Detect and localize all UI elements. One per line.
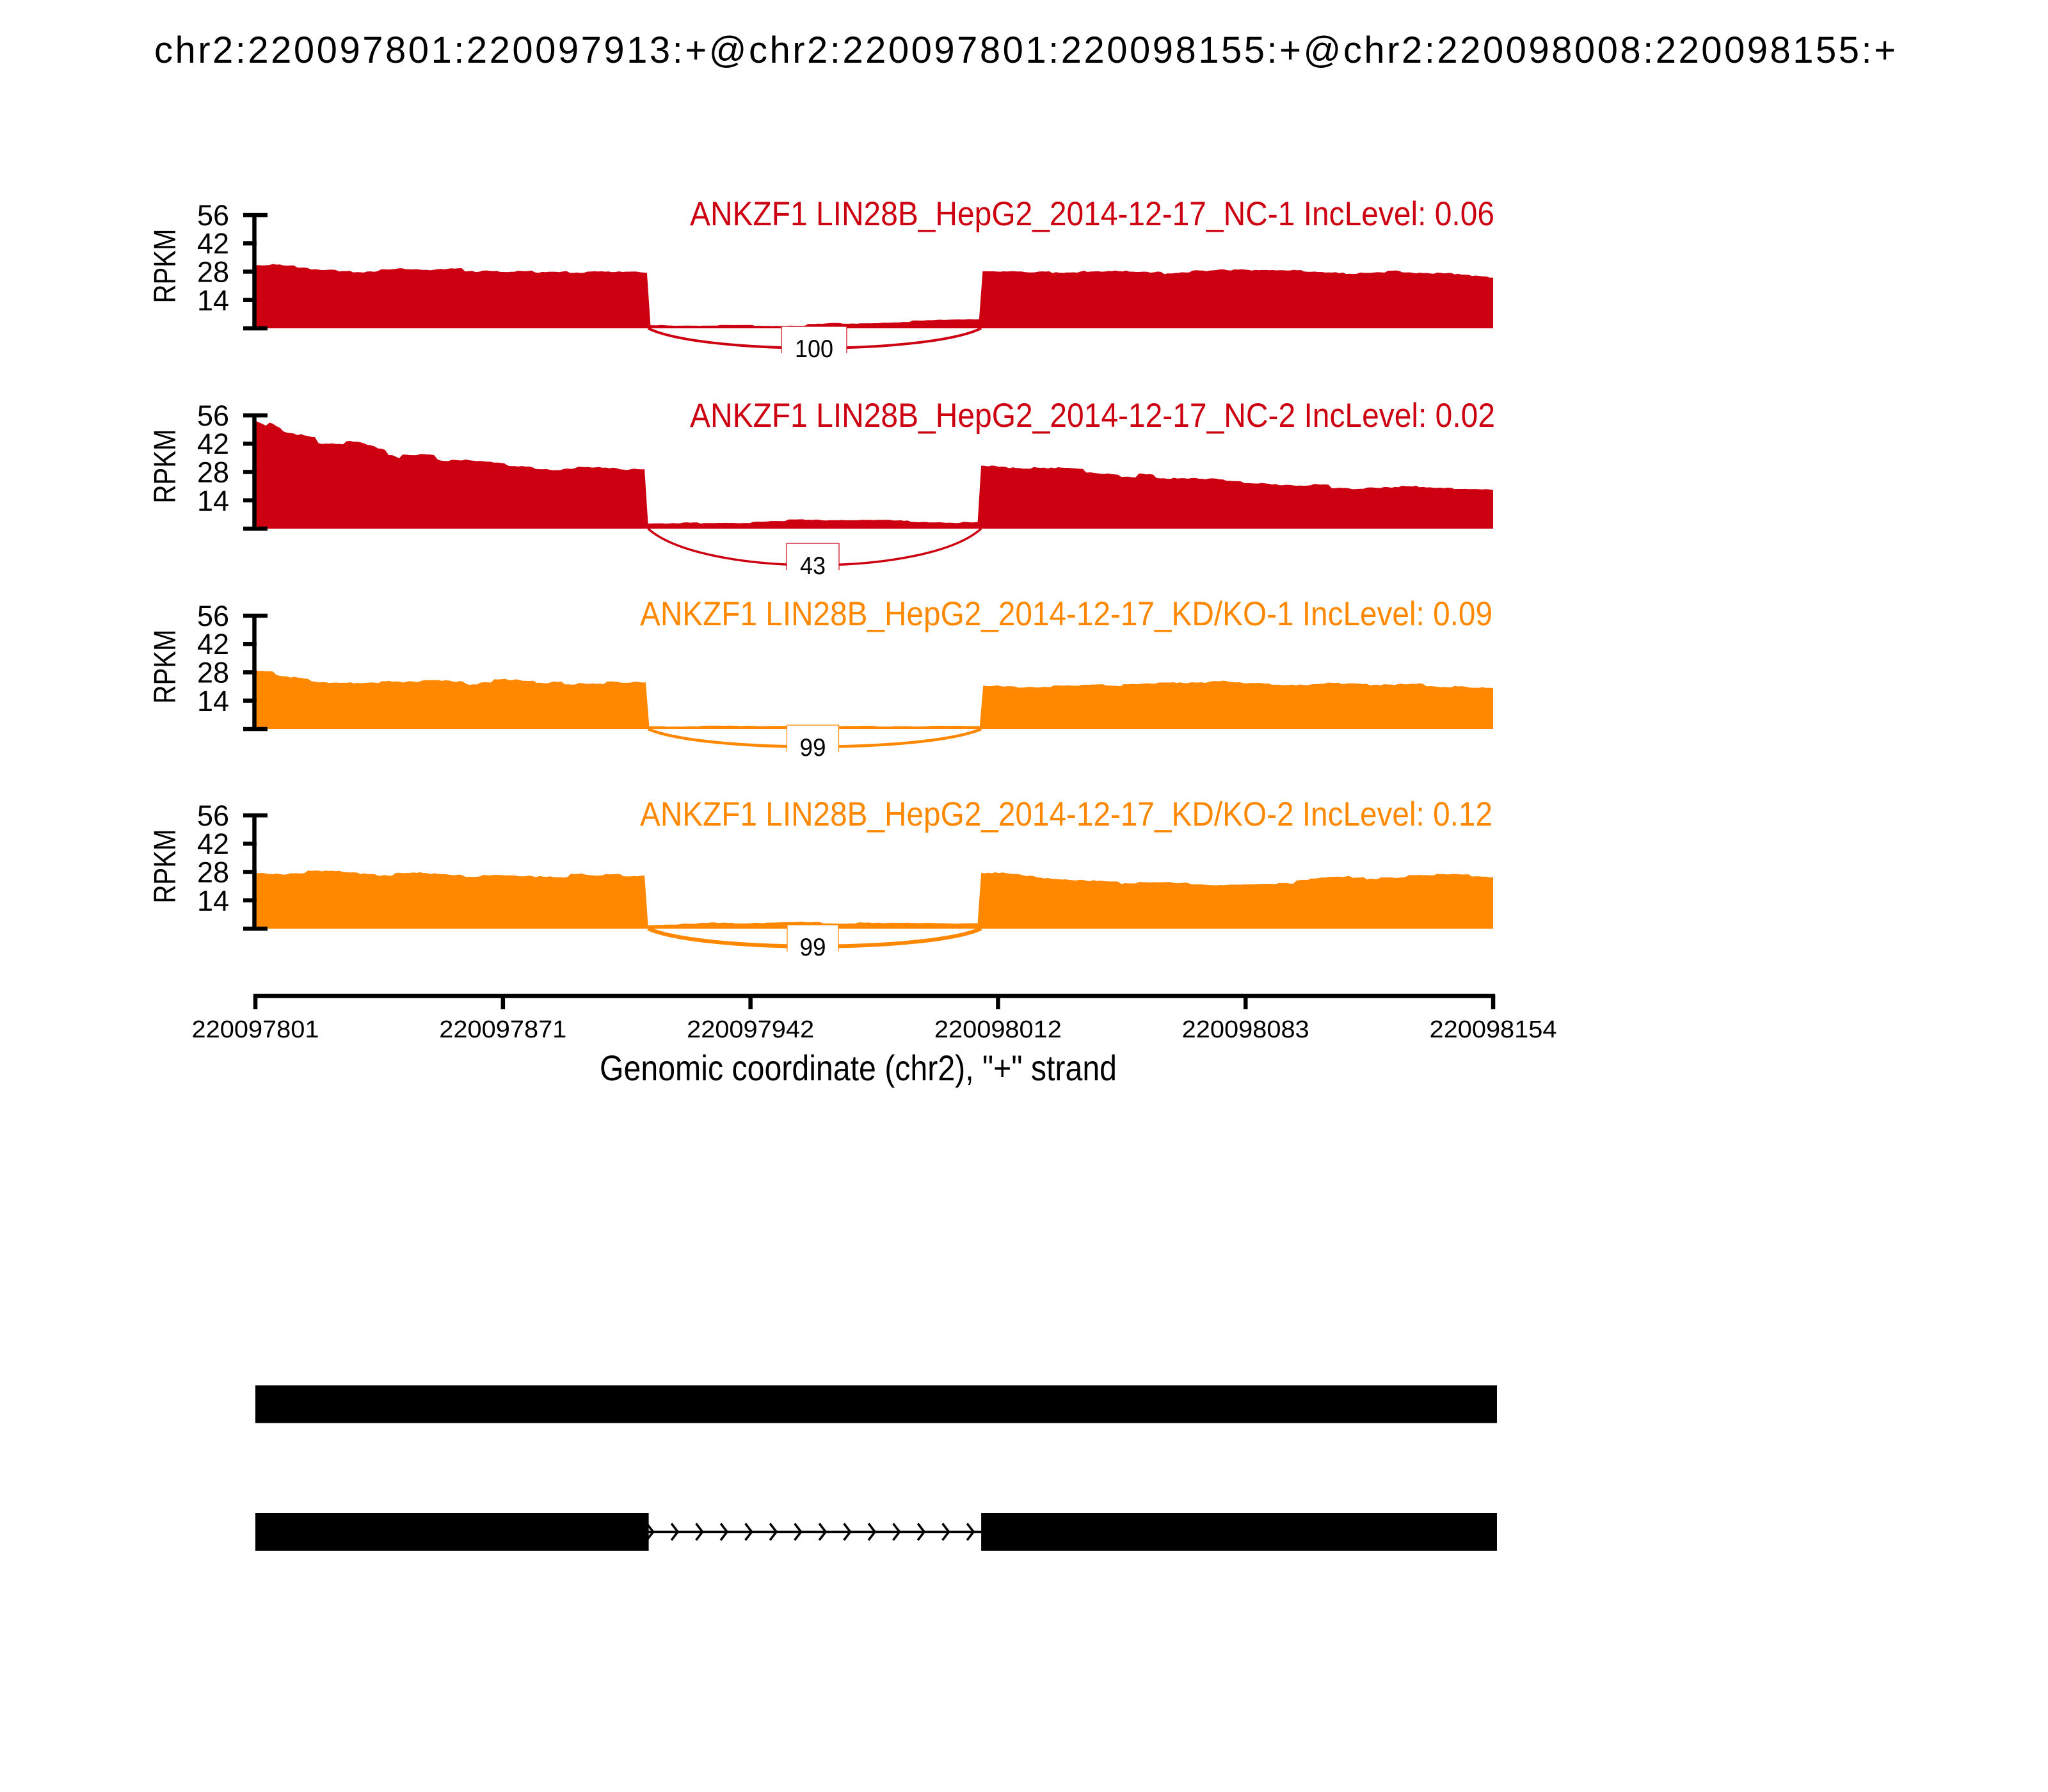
svg-text:42: 42	[197, 828, 229, 860]
svg-text:43: 43	[800, 552, 826, 580]
svg-text:RPKM: RPKM	[148, 630, 182, 704]
svg-text:220098154: 220098154	[1430, 1016, 1557, 1043]
svg-text:14: 14	[197, 484, 229, 517]
svg-text:220097871: 220097871	[439, 1016, 566, 1043]
svg-text:42: 42	[197, 628, 229, 660]
svg-text:99: 99	[800, 734, 826, 762]
svg-text:28: 28	[197, 456, 229, 489]
svg-text:ANKZF1 LIN28B_HepG2_2014-12-17: ANKZF1 LIN28B_HepG2_2014-12-17_KD/KO-2 I…	[640, 796, 1492, 833]
svg-text:56: 56	[197, 799, 229, 832]
svg-text:28: 28	[197, 856, 229, 889]
svg-text:56: 56	[197, 600, 229, 632]
svg-text:220097801: 220097801	[192, 1016, 319, 1043]
svg-text:99: 99	[800, 934, 826, 961]
svg-text:RPKM: RPKM	[148, 829, 182, 904]
svg-text:220098012: 220098012	[934, 1016, 1062, 1043]
svg-text:56: 56	[197, 199, 229, 232]
svg-text:220098083: 220098083	[1182, 1016, 1309, 1043]
svg-text:ANKZF1 LIN28B_HepG2_2014-12-17: ANKZF1 LIN28B_HepG2_2014-12-17_KD/KO-1 I…	[640, 595, 1492, 633]
svg-text:14: 14	[197, 884, 229, 917]
svg-text:ANKZF1 LIN28B_HepG2_2014-12-17: ANKZF1 LIN28B_HepG2_2014-12-17_NC-2 IncL…	[690, 397, 1495, 435]
svg-text:RPKM: RPKM	[148, 229, 182, 303]
svg-text:RPKM: RPKM	[148, 429, 182, 504]
svg-text:ANKZF1 LIN28B_HepG2_2014-12-17: ANKZF1 LIN28B_HepG2_2014-12-17_NC-1 IncL…	[690, 195, 1494, 233]
svg-text:42: 42	[197, 227, 229, 260]
svg-text:chr2:220097801:220097913:+@chr: chr2:220097801:220097913:+@chr2:22009780…	[154, 29, 1896, 71]
svg-text:42: 42	[197, 428, 229, 460]
svg-text:Genomic coordinate (chr2), "+": Genomic coordinate (chr2), "+" strand	[600, 1048, 1117, 1088]
svg-text:14: 14	[197, 685, 229, 717]
svg-text:28: 28	[197, 256, 229, 289]
svg-text:220097942: 220097942	[687, 1016, 814, 1043]
svg-text:28: 28	[197, 657, 229, 689]
svg-text:100: 100	[795, 335, 833, 363]
svg-text:56: 56	[197, 399, 229, 432]
svg-text:14: 14	[197, 284, 229, 317]
